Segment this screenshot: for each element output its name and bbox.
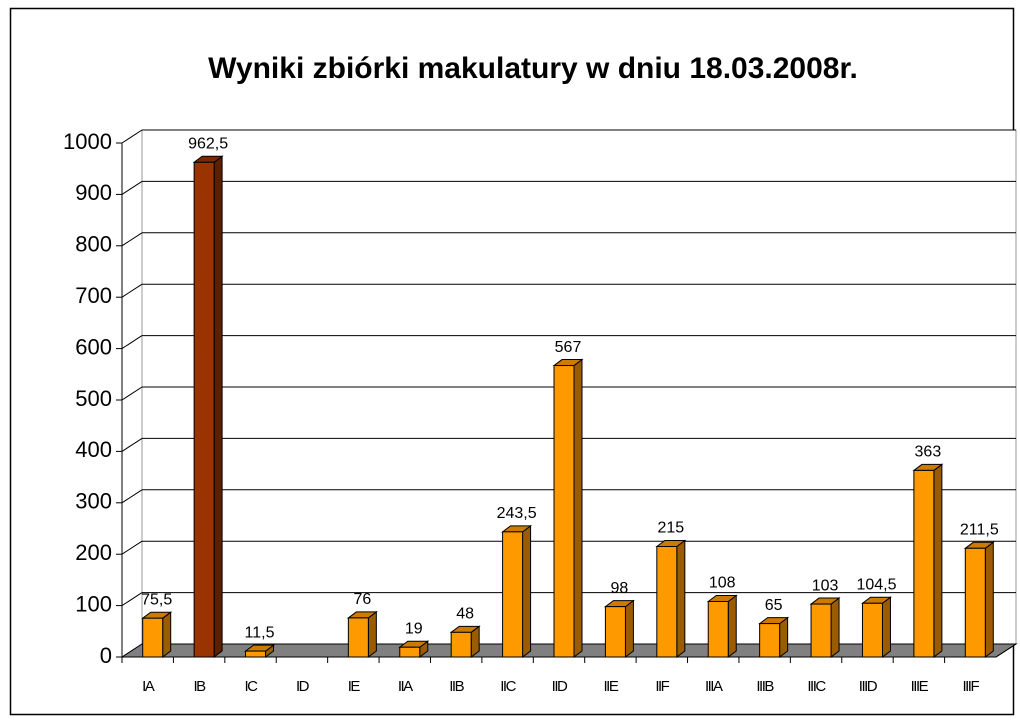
x-tick-label: IIIA — [705, 678, 723, 695]
x-tick-label: IC — [245, 678, 259, 695]
bar — [399, 646, 421, 658]
chart-title: Wyniki zbiórki makulatury w dniu 18.03.2… — [208, 52, 858, 85]
bar-side — [213, 155, 223, 658]
bar — [964, 547, 986, 658]
x-tick-label: IIC — [500, 678, 516, 695]
y-tick-label: 800 — [75, 232, 112, 257]
y-tick-label: 600 — [75, 334, 112, 359]
bar — [656, 545, 678, 658]
x-axis-depth — [995, 643, 1017, 658]
bar — [502, 531, 524, 658]
grid-line — [121, 540, 143, 555]
value-label: 567 — [555, 339, 582, 356]
y-tick-label: 200 — [75, 540, 112, 565]
x-tick-label: IIID — [859, 678, 878, 695]
value-label: 962,5 — [188, 135, 228, 152]
bar — [810, 603, 832, 658]
y-tick-label: 500 — [75, 386, 112, 411]
value-label: 104,5 — [856, 577, 896, 594]
bar — [913, 469, 935, 658]
value-label: 243,5 — [497, 505, 537, 522]
x-tick-label: IE — [348, 678, 361, 695]
bar — [245, 650, 267, 658]
bar-side — [881, 596, 891, 658]
bar — [604, 606, 626, 658]
grid-line — [121, 592, 143, 607]
bar-side — [984, 541, 994, 658]
grid-line — [121, 437, 143, 452]
y-tick-label: 1000 — [63, 129, 112, 154]
x-tick-label: IID — [552, 678, 568, 695]
x-tick-label: IA — [142, 678, 155, 695]
grid-line — [121, 335, 143, 350]
x-tick-label: IIIF — [962, 678, 979, 695]
grid-line — [121, 386, 143, 401]
x-tick-label: IIIE — [911, 678, 929, 695]
bar-side — [779, 616, 789, 658]
bar-side — [162, 611, 172, 658]
y-tick-label: 0 — [100, 643, 112, 668]
y-tick-label: 400 — [75, 437, 112, 462]
value-label: 48 — [456, 606, 474, 623]
value-label: 103 — [812, 577, 839, 594]
bar — [553, 365, 575, 658]
grid-line — [121, 283, 143, 298]
bar-side — [573, 358, 583, 658]
grid-line — [121, 232, 143, 247]
bar-side — [624, 599, 634, 658]
grid-line — [121, 129, 143, 144]
bar-side — [367, 610, 377, 658]
value-label: 75,5 — [141, 591, 172, 608]
x-tick-label: IIE — [603, 678, 618, 695]
grid-line — [121, 180, 143, 195]
x-tick-label: IIA — [398, 678, 413, 695]
bar — [347, 617, 369, 658]
value-label: 98 — [611, 580, 629, 597]
bar-side — [727, 594, 737, 658]
x-tick-label: IIF — [655, 678, 669, 695]
bar — [450, 631, 472, 658]
y-tick-label: 700 — [75, 283, 112, 308]
grid-line — [121, 489, 143, 504]
x-tick-label: IIB — [449, 678, 464, 695]
bar — [861, 602, 883, 658]
value-label: 76 — [353, 591, 371, 608]
value-label: 19 — [405, 620, 423, 637]
bar-side — [830, 597, 840, 658]
value-label: 11,5 — [245, 624, 275, 641]
bar-side — [522, 524, 532, 658]
value-label: 108 — [709, 575, 736, 592]
bar-side — [933, 463, 943, 658]
bar-side — [676, 539, 686, 658]
y-tick-label: 900 — [75, 180, 112, 205]
bar — [759, 623, 781, 658]
x-tick-label: IIIB — [756, 678, 774, 695]
value-label: 215 — [657, 520, 684, 537]
bar — [707, 600, 729, 658]
value-label: 363 — [915, 444, 942, 461]
bar — [142, 617, 164, 658]
x-tick-label: IB — [194, 678, 207, 695]
y-tick-label: 100 — [75, 591, 112, 616]
x-tick-label: ID — [296, 678, 310, 695]
value-label: 211,5 — [960, 522, 999, 539]
y-tick-label: 300 — [75, 489, 112, 514]
value-label: 65 — [765, 597, 783, 614]
x-tick-label: IIIC — [807, 678, 826, 695]
bar — [193, 161, 215, 658]
